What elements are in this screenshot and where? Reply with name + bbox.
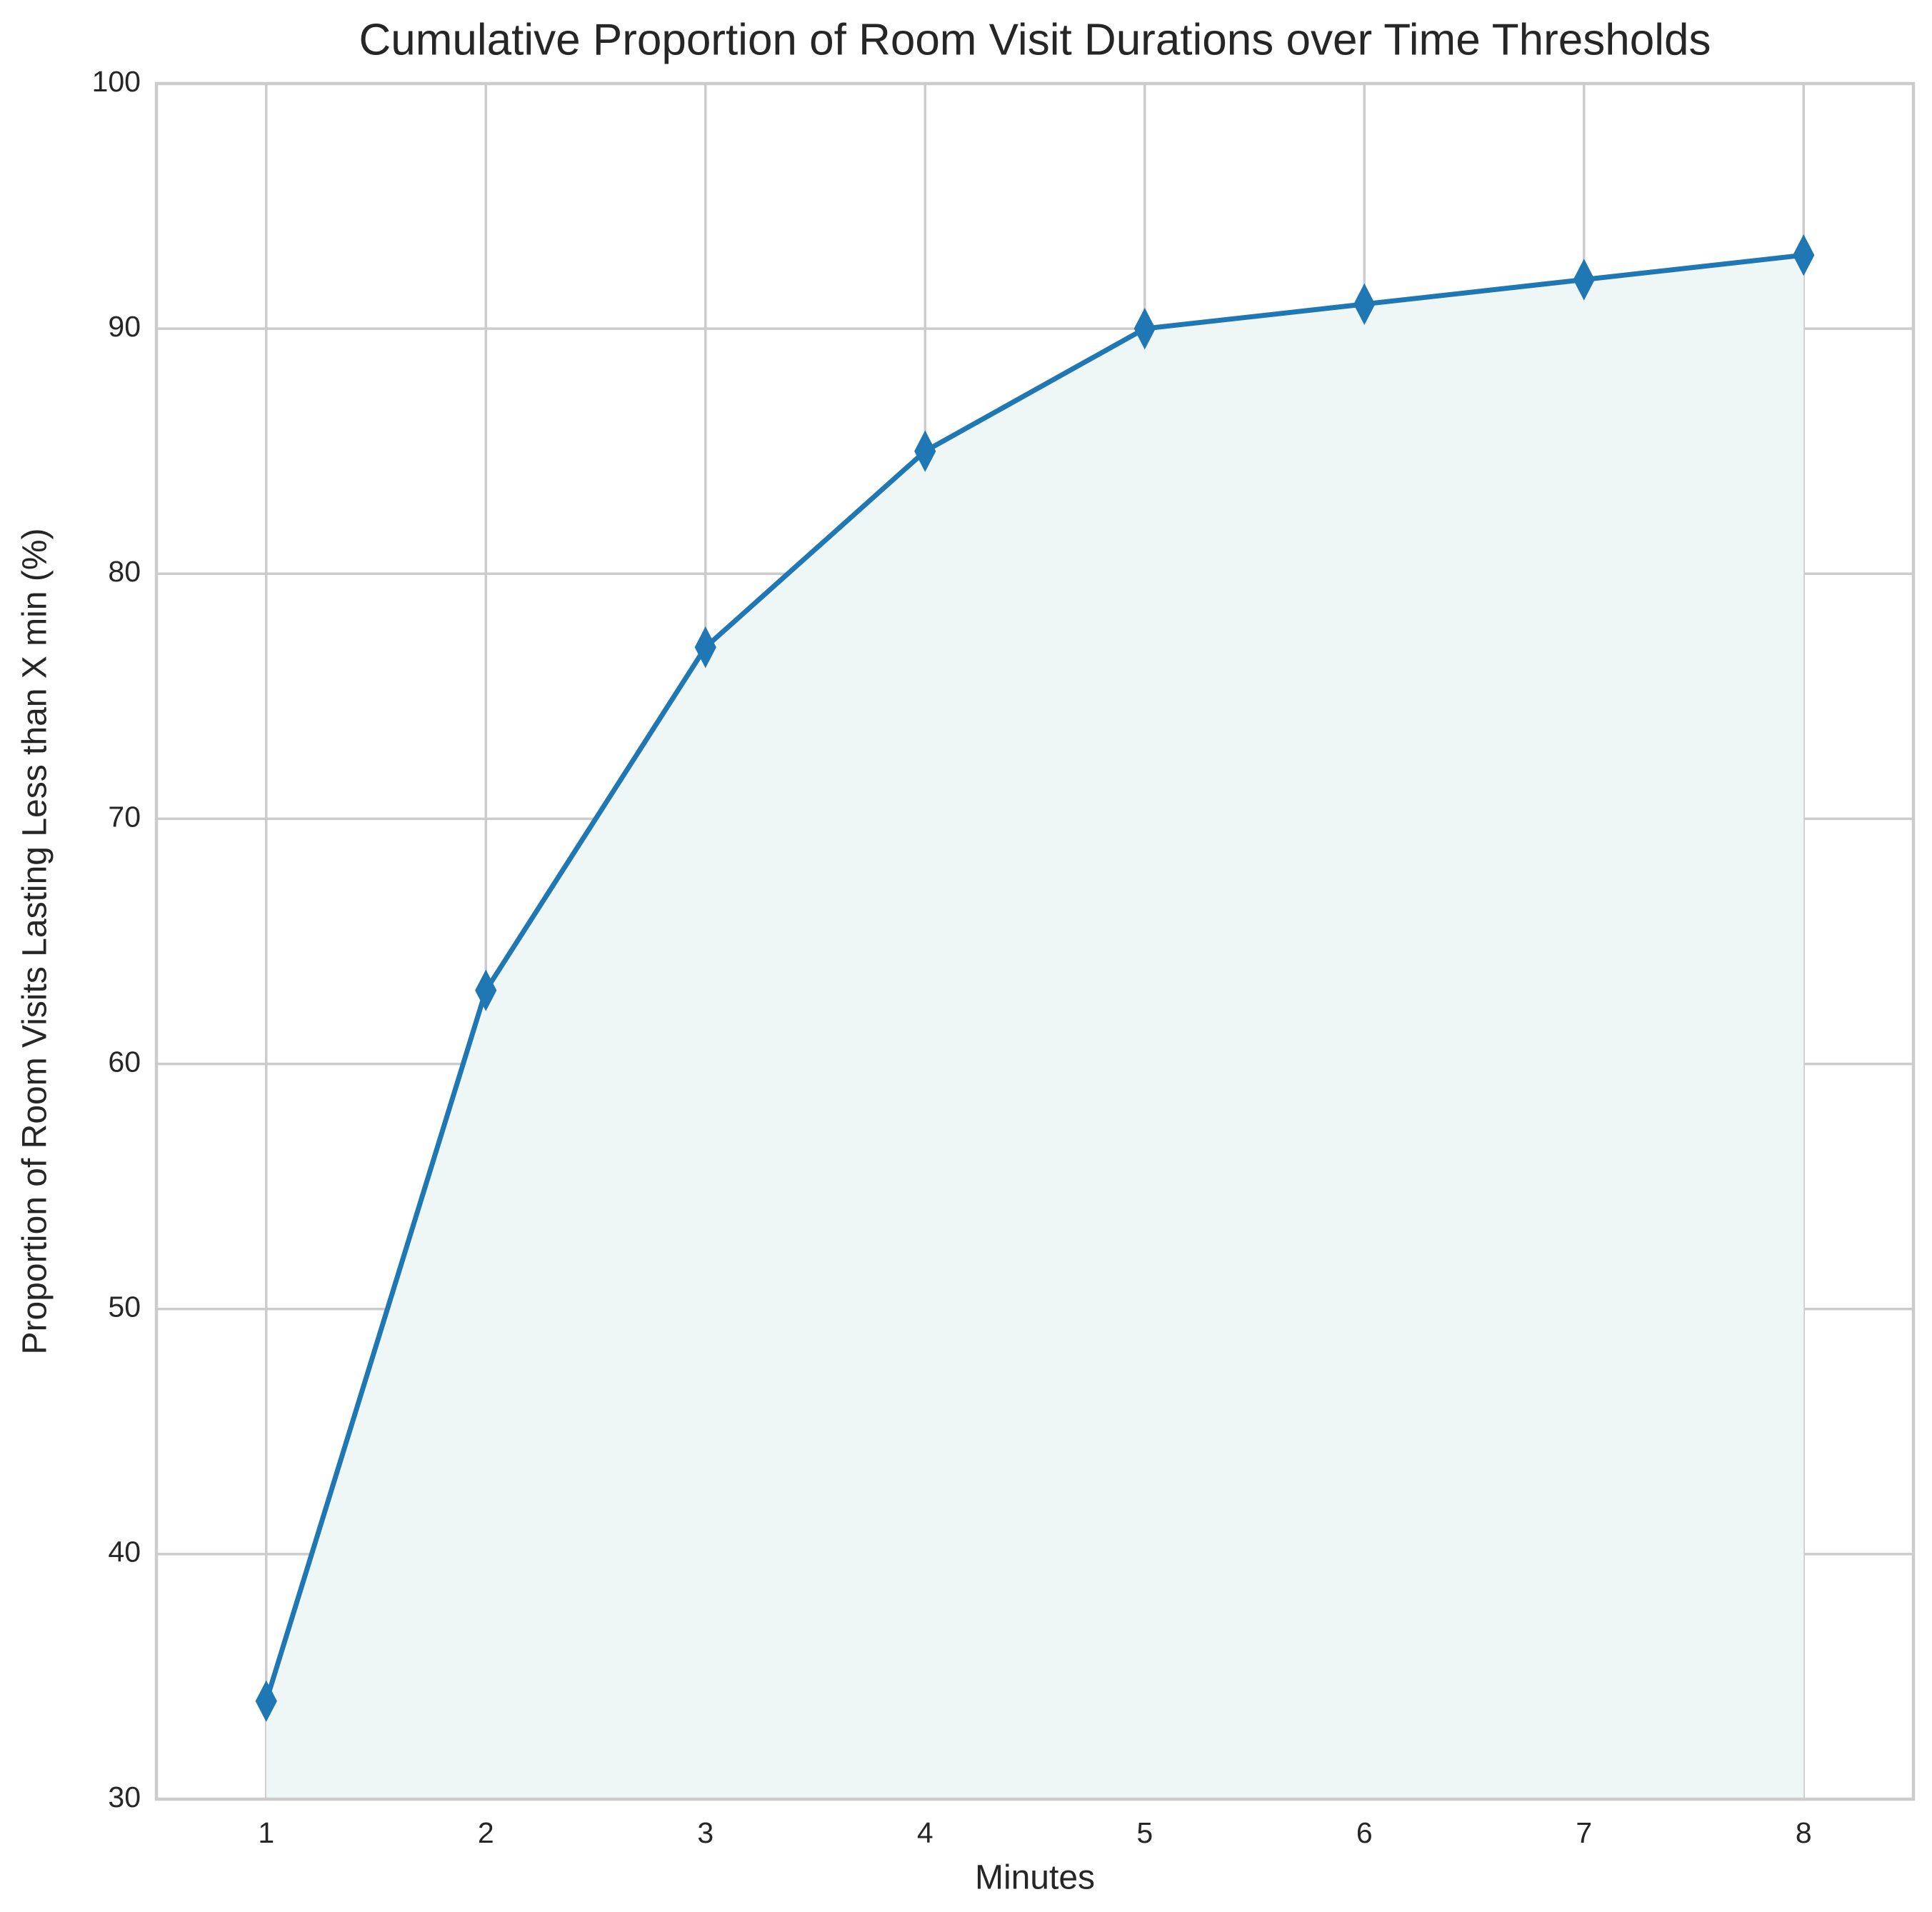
x-tick-label: 7 [1576, 1816, 1592, 1849]
x-tick-label: 8 [1796, 1816, 1812, 1849]
x-tick-label: 6 [1356, 1816, 1373, 1849]
x-tick-label: 5 [1136, 1816, 1153, 1849]
marker [1133, 307, 1156, 350]
y-tick-label: 50 [108, 1291, 141, 1323]
marker [694, 626, 716, 669]
marker [1793, 234, 1815, 276]
area-fill [266, 255, 1804, 1800]
marker [475, 969, 497, 1011]
y-tick-label: 90 [108, 310, 141, 343]
y-tick-label: 60 [108, 1045, 141, 1078]
x-tick-label: 2 [478, 1816, 494, 1849]
y-axis-label: Proportion of Room Visits Lasting Less t… [16, 529, 54, 1355]
y-tick-label: 80 [108, 555, 141, 588]
x-tick-label: 3 [697, 1816, 714, 1849]
y-tick-label: 100 [92, 65, 141, 98]
plot-frame [154, 81, 1916, 1801]
x-axis-label: Minutes [975, 1859, 1095, 1897]
marker [914, 430, 936, 472]
y-tick-label: 40 [108, 1536, 141, 1568]
marker [1573, 259, 1595, 301]
x-tick-label: 4 [917, 1816, 934, 1849]
y-tick-label: 70 [108, 800, 141, 833]
y-tick-label: 30 [108, 1781, 141, 1813]
marker [1353, 283, 1376, 326]
chart-title: Cumulative Proportion of Room Visit Dura… [359, 15, 1711, 64]
line [264, 252, 1804, 1702]
x-tick-label: 1 [258, 1816, 274, 1849]
marker [255, 1680, 277, 1722]
